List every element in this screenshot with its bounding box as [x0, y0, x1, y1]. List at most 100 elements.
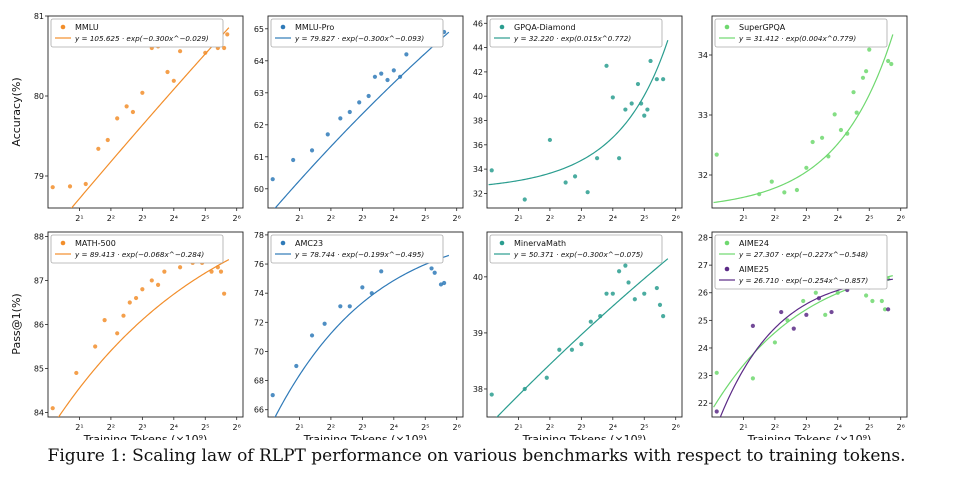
- data-point: [654, 285, 659, 291]
- data-point: [369, 291, 374, 296]
- x-tick-label: 2²: [771, 423, 779, 432]
- x-tick-label: 2⁴: [390, 214, 398, 223]
- data-point: [864, 69, 869, 74]
- data-point: [572, 174, 578, 179]
- x-tick-label: 2⁵: [865, 214, 873, 223]
- data-point: [379, 71, 384, 76]
- legend: AMC23 y = 78.744 · exp(−0.199x^−0.495): [270, 234, 444, 264]
- data-point: [325, 132, 330, 137]
- legend-fit-equation: y = 26.710 · exp(−0.254x^−0.857): [738, 276, 868, 285]
- x-tick-label: 2³: [577, 423, 585, 432]
- data-point: [870, 298, 875, 304]
- data-point: [379, 269, 384, 274]
- x-tick-label: 2⁵: [201, 214, 209, 223]
- data-point: [121, 313, 126, 318]
- data-point: [155, 282, 161, 287]
- x-tick-label: 2²: [327, 423, 335, 432]
- data-point: [623, 263, 628, 268]
- x-tick-label: 2²: [107, 214, 115, 223]
- data-point: [629, 101, 634, 106]
- data-point: [222, 45, 227, 51]
- y-tick-label: 34: [473, 165, 483, 174]
- x-tick-label: 2³: [802, 214, 810, 223]
- data-point: [270, 393, 275, 398]
- fit-line: [496, 258, 669, 417]
- data-point: [757, 192, 762, 197]
- data-point: [785, 318, 790, 323]
- data-point: [829, 309, 834, 315]
- x-tick-label: 2⁵: [421, 214, 429, 223]
- series-mmlu-pro: [270, 23, 450, 208]
- data-point: [291, 157, 296, 163]
- y-tick-label: 23: [698, 372, 708, 381]
- legend-label: SuperGPQA: [739, 23, 786, 32]
- axes-frame: [486, 15, 683, 209]
- y-tick-label: 60: [254, 185, 264, 194]
- subplot-7: 38 39 40 2¹ 2² 2³ 2⁴ 2⁵ 2⁶ Training Tokens (×10⁹)…: [473, 231, 683, 440]
- legend-marker: [724, 24, 730, 30]
- y-tick-label: 25: [698, 316, 708, 325]
- data-point: [432, 270, 437, 275]
- series-math-500: [50, 238, 230, 417]
- legend-label: AIME25: [739, 265, 769, 274]
- data-point: [438, 282, 444, 287]
- legend-label: MinervaMath: [514, 239, 566, 248]
- x-tick-label: 2²: [327, 214, 335, 223]
- data-point: [50, 185, 55, 190]
- data-point: [115, 116, 120, 121]
- legend-box: [270, 18, 444, 48]
- x-axis-label: Training Tokens (×10⁹): [303, 433, 428, 440]
- data-point: [140, 90, 145, 95]
- data-point: [522, 197, 527, 202]
- data-point: [127, 300, 132, 305]
- x-tick-label: 2⁴: [834, 214, 842, 223]
- legend-marker: [280, 24, 286, 30]
- data-point: [635, 81, 641, 87]
- data-point: [397, 74, 403, 79]
- data-point: [366, 93, 371, 99]
- data-point: [626, 280, 631, 285]
- data-point: [810, 139, 815, 145]
- x-tick-label: 2¹: [739, 423, 747, 432]
- data-point: [105, 137, 110, 143]
- legend-label: GPQA-Diamond: [514, 23, 576, 32]
- data-point: [50, 406, 55, 411]
- data-point: [130, 109, 136, 115]
- subplot-3: 32 34 36 38 40 42 44 46 2¹ 2² 2³ 2⁴ 2⁵ 2⁶ GPQA-Diamond…: [473, 15, 683, 223]
- data-point: [801, 298, 806, 304]
- y-tick-label: 46: [473, 19, 483, 28]
- data-point: [372, 74, 378, 79]
- y-tick-label: 78: [254, 231, 264, 240]
- legend-box: [50, 234, 224, 264]
- x-tick-label: 2¹: [75, 214, 83, 223]
- data-point: [879, 298, 884, 304]
- y-tick-label: 32: [473, 189, 483, 198]
- data-point: [661, 77, 666, 82]
- legend-box: [714, 234, 888, 290]
- y-tick-label: 42: [473, 68, 483, 77]
- x-tick-label: 2⁶: [233, 423, 241, 432]
- x-tick-label: 2⁴: [170, 423, 178, 432]
- data-point: [579, 342, 584, 347]
- y-tick-label: 64: [254, 57, 264, 66]
- legend-fit-equation: y = 78.744 · exp(−0.199x^−0.495): [294, 250, 424, 259]
- data-point: [165, 69, 170, 75]
- data-point: [750, 323, 755, 328]
- data-point: [171, 78, 176, 83]
- legend-marker: [499, 240, 505, 246]
- data-point: [563, 180, 568, 185]
- data-point: [489, 392, 494, 397]
- data-point: [385, 77, 390, 83]
- legend-label: MMLU-Pro: [295, 23, 334, 32]
- legend: MATH-500 y = 89.413 · exp(−0.068x^−0.284): [50, 234, 224, 264]
- data-point: [845, 131, 850, 136]
- x-tick-label: 2³: [358, 214, 366, 223]
- data-point: [610, 95, 615, 100]
- data-point: [294, 363, 299, 369]
- data-point: [102, 317, 107, 323]
- y-tick-label: 26: [698, 289, 708, 298]
- legend-fit-equation: y = 89.413 · exp(−0.068x^−0.284): [74, 250, 204, 259]
- subplot-8: 22 23 24 25 26 27 28 2¹ 2² 2³ 2⁴ 2⁵ 2⁶ Training Token…: [698, 231, 908, 440]
- y-tick-label: 70: [254, 347, 264, 356]
- x-axis-label: Training Tokens (×10⁹): [83, 433, 208, 440]
